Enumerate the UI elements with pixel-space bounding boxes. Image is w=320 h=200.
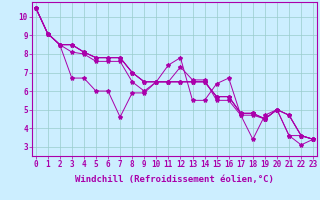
X-axis label: Windchill (Refroidissement éolien,°C): Windchill (Refroidissement éolien,°C) xyxy=(75,175,274,184)
